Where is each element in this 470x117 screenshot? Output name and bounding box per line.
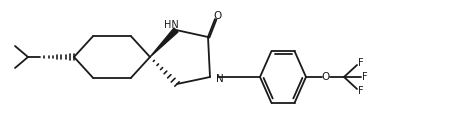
Text: N: N — [216, 74, 224, 84]
Text: F: F — [358, 58, 364, 68]
Text: O: O — [214, 11, 222, 21]
Polygon shape — [150, 28, 178, 57]
Text: F: F — [362, 72, 368, 82]
Text: F: F — [358, 86, 364, 96]
Text: O: O — [322, 72, 330, 82]
Text: HN: HN — [164, 20, 179, 30]
